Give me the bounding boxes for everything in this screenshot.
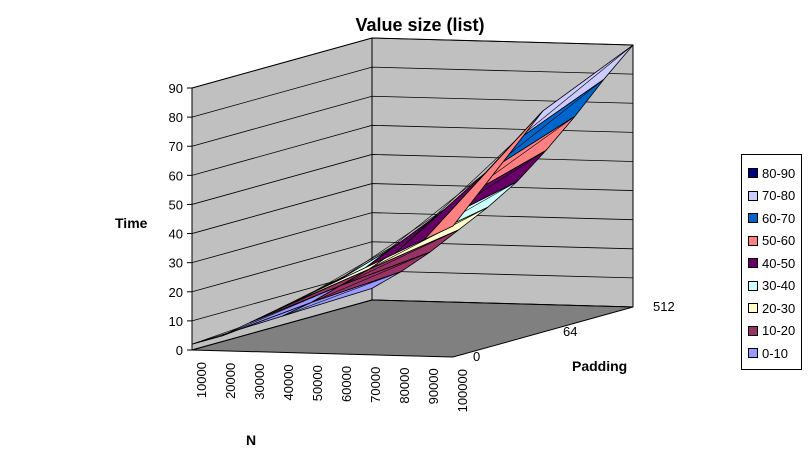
x-tick-label: 40000 bbox=[281, 364, 296, 400]
z-tick-label: 10 bbox=[169, 314, 183, 329]
x-tick-label: 20000 bbox=[223, 363, 238, 399]
x-tick-label: 50000 bbox=[310, 365, 325, 401]
surface-mesh-line bbox=[281, 271, 402, 317]
surface-mesh-line bbox=[394, 141, 515, 254]
padding-tick-label: 64 bbox=[563, 324, 577, 339]
chart-legend: 80-90 70-80 60-70 50-60 40-50 30-40 20-30 10-20… bbox=[741, 154, 802, 370]
gridline bbox=[191, 95, 634, 147]
x-axis-title: N bbox=[246, 432, 256, 448]
padding-axis-title: Padding bbox=[572, 358, 627, 374]
legend-item: 10-20 bbox=[748, 321, 795, 341]
z-tick-label: 0 bbox=[176, 343, 183, 358]
x-tick-label: 80000 bbox=[397, 367, 412, 403]
legend-label: 40-50 bbox=[762, 255, 796, 271]
x-tick-label: 90000 bbox=[426, 368, 441, 404]
legend-swatch bbox=[748, 258, 758, 268]
surface-mesh-line bbox=[310, 251, 431, 303]
legend-label: 70-80 bbox=[762, 188, 796, 203]
legend-swatch bbox=[748, 303, 758, 313]
surface-mesh-line bbox=[513, 44, 634, 143]
chart-axes: 0 10 20 30 40 50 60 70 80 90 10000 20000 30000 40000 5… bbox=[169, 81, 675, 412]
gridline bbox=[191, 66, 634, 118]
chart-title: Value size (list) bbox=[355, 15, 484, 35]
z-tick-label: 40 bbox=[169, 227, 183, 242]
legend-label: 80-90 bbox=[762, 165, 796, 181]
z-tick-label: 30 bbox=[169, 256, 183, 271]
gridline bbox=[191, 212, 634, 264]
legend-item: 40-50 bbox=[748, 253, 795, 273]
legend-label: 0-10 bbox=[762, 345, 789, 361]
legend-item: 80-90 bbox=[748, 163, 795, 183]
legend-item: 70-80 bbox=[748, 186, 795, 206]
y-axis-title: Time bbox=[115, 215, 148, 231]
surface-plot bbox=[191, 44, 634, 345]
legend-item: 0-10 bbox=[748, 343, 788, 363]
legend-label: 50-60 bbox=[762, 233, 796, 248]
x-tick-label: 100000 bbox=[455, 369, 470, 412]
legend-swatch bbox=[748, 213, 758, 223]
legend-item: 50-60 bbox=[748, 231, 795, 251]
legend-swatch bbox=[748, 280, 758, 291]
legend-swatch bbox=[748, 168, 758, 178]
x-tick-label: 60000 bbox=[339, 366, 354, 402]
legend-item: 60-70 bbox=[748, 208, 795, 228]
gridline bbox=[191, 154, 634, 205]
x-tick-label: 70000 bbox=[368, 367, 383, 403]
side-wall bbox=[191, 37, 373, 351]
legend-swatch bbox=[748, 235, 758, 246]
surface-mesh-line bbox=[365, 173, 486, 268]
z-tick-label: 60 bbox=[169, 168, 183, 183]
legend-label: 10-20 bbox=[762, 323, 796, 338]
legend-item: 20-30 bbox=[748, 298, 795, 318]
z-tick-label: 80 bbox=[169, 110, 183, 125]
legend-label: 30-40 bbox=[762, 278, 796, 293]
gridline bbox=[191, 299, 634, 351]
legend-swatch bbox=[748, 190, 758, 201]
legend-label: 20-30 bbox=[762, 300, 796, 316]
legend-swatch bbox=[748, 325, 758, 336]
x-tick-label: 30000 bbox=[252, 364, 267, 400]
gridline bbox=[191, 241, 634, 293]
chart-walls bbox=[191, 37, 634, 358]
legend-item: 30-40 bbox=[748, 276, 795, 296]
gridline bbox=[191, 183, 634, 234]
z-tick-label: 70 bbox=[169, 139, 183, 154]
legend-label: 60-70 bbox=[762, 210, 796, 226]
legend-swatch bbox=[748, 348, 758, 358]
padding-tick-label: 0 bbox=[473, 349, 480, 364]
gridline bbox=[191, 37, 634, 89]
x-tick-label: 10000 bbox=[194, 362, 209, 398]
z-tick-label: 50 bbox=[169, 197, 183, 212]
z-tick-label: 90 bbox=[169, 81, 183, 96]
surface-mesh-line bbox=[423, 110, 544, 240]
z-tick-label: 20 bbox=[169, 285, 183, 300]
padding-tick-label: 512 bbox=[653, 299, 675, 314]
surface-mesh-line bbox=[339, 229, 460, 287]
